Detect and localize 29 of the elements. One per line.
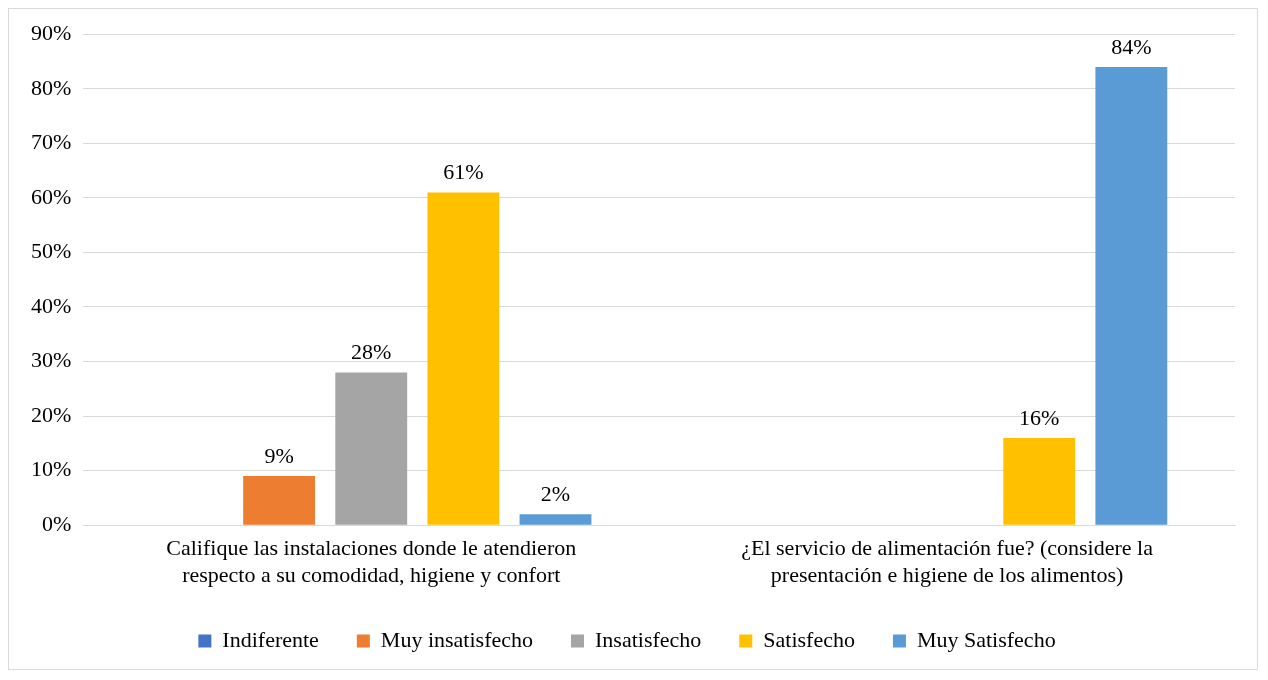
data-label: 16% bbox=[1019, 404, 1060, 430]
x-tick-label: Califique las instalaciones donde le atendieron respecto a su comodidad, higiene y confort bbox=[166, 535, 577, 587]
y-tick-label: 90% bbox=[31, 19, 72, 45]
legend-label: Muy insatisfecho bbox=[380, 626, 534, 652]
data-label: 9% bbox=[264, 442, 294, 468]
bar bbox=[1095, 66, 1168, 525]
legend-label: Indiferente bbox=[222, 626, 319, 652]
bar bbox=[243, 476, 316, 525]
legend-label: Insatisfecho bbox=[595, 626, 702, 652]
y-tick-label: 50% bbox=[31, 238, 72, 264]
bar bbox=[427, 192, 500, 525]
bar bbox=[519, 514, 592, 525]
y-tick-label: 40% bbox=[31, 292, 72, 318]
x-tick-label: ¿El servicio de alimentación fue? (considere la presentación e higiene de los alimentos) bbox=[741, 535, 1154, 587]
y-tick-label: 30% bbox=[31, 347, 72, 373]
data-label: 2% bbox=[540, 481, 571, 507]
bar bbox=[335, 372, 408, 525]
legend-label: Satisfecho bbox=[763, 626, 855, 652]
bar bbox=[1003, 437, 1076, 525]
y-tick-label: 0% bbox=[42, 510, 72, 536]
y-tick-label: 60% bbox=[31, 183, 72, 209]
y-tick-label: 10% bbox=[31, 456, 72, 482]
y-tick-label: 20% bbox=[31, 401, 72, 427]
data-label: 61% bbox=[443, 159, 484, 185]
data-label: 28% bbox=[351, 339, 392, 365]
y-tick-label: 80% bbox=[31, 74, 72, 100]
data-label: 84% bbox=[1111, 33, 1152, 59]
legend-label: Muy Satisfecho bbox=[916, 626, 1056, 652]
y-tick-label: 70% bbox=[31, 129, 72, 155]
